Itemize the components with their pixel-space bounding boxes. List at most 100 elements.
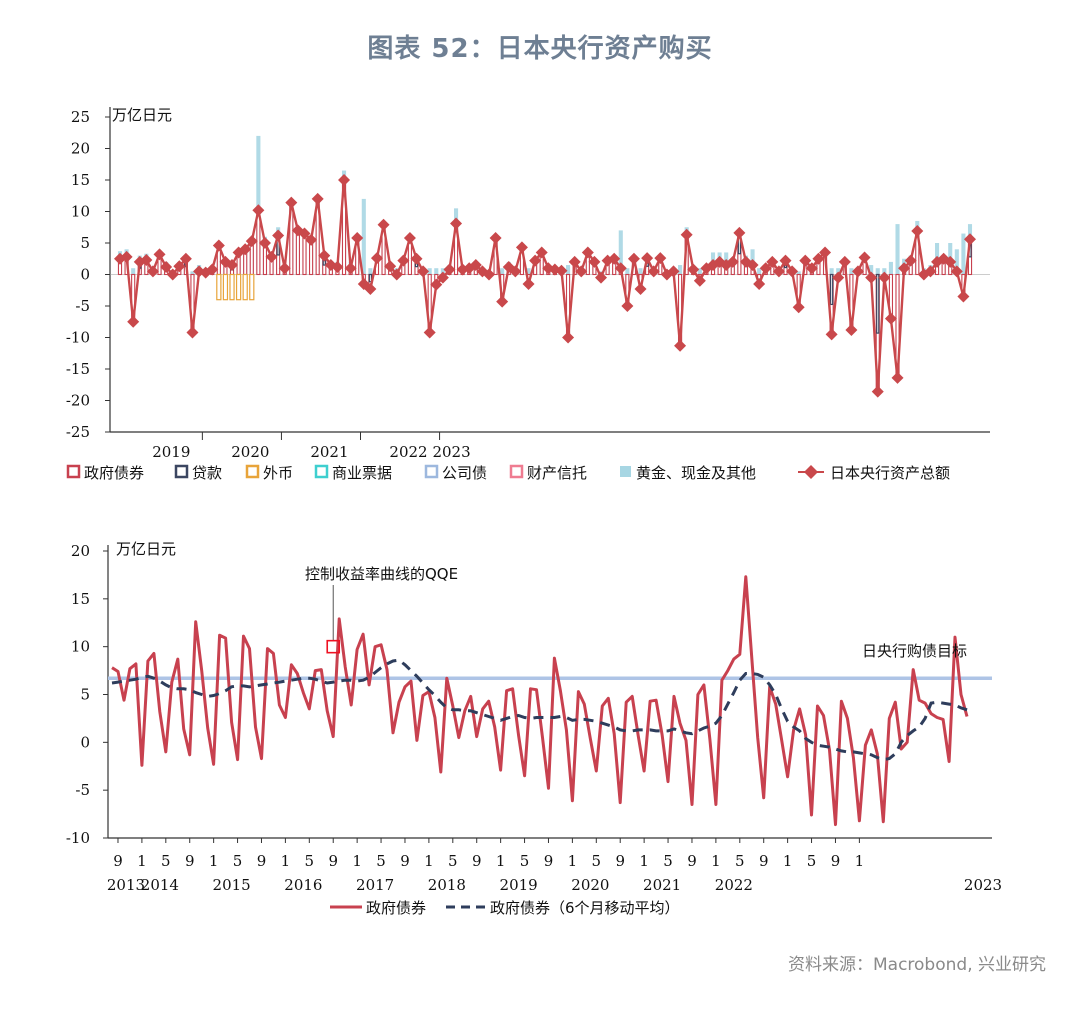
legend-label: 公司债 [442,464,487,482]
chart1-bar-other [882,268,887,275]
legend-swatch [620,466,631,477]
chart1-total-marker [621,300,634,312]
chart1-year-label: 2020 [231,443,269,461]
chart1-bar-loan [368,273,373,283]
chart1-total-marker [581,246,594,259]
chart1-total-marker [252,204,265,217]
chart1-y-tick-label: -25 [66,423,90,441]
chart1-total-marker [667,265,680,278]
chart2-month-label: 1 [352,852,362,870]
legend-label: 财产信托 [527,464,587,482]
chart2-month-label: 9 [687,852,697,870]
chart1-total-marker [799,254,812,267]
chart1-total-marker [377,218,390,231]
chart2-year-label: 2023 [964,876,1002,894]
chart1-total-marker [759,262,772,275]
chart2-year-label: 2021 [643,876,681,894]
chart1-y-tick-label: 15 [71,171,90,189]
chart1-total-marker [568,255,581,268]
chart1-total-marker [436,271,449,284]
chart1-total-marker [832,271,845,284]
chart1-bar-fx [222,273,229,301]
chart1-bar-other [368,268,373,275]
chart1-total-marker [509,265,522,278]
chart1-total-marker [166,268,179,281]
chart2-legend: 政府债券 政府债券（6个月移动平均） [330,899,680,917]
chart1-total-marker [614,262,627,275]
chart1-total-marker [489,231,502,244]
chart2-moving-average-line [111,658,974,762]
chart2-month-label: 9 [328,852,338,870]
chart2-gov-bond-line [111,575,969,827]
chart1-total-marker [206,263,219,276]
chart1-total-marker [805,262,818,275]
chart1-total-marker [258,237,271,249]
chart1-total-marker [370,252,383,265]
chart2-month-label: 5 [520,852,530,870]
chart1-total-marker [845,323,858,336]
chart1-total-marker [318,249,331,262]
chart1-bar-other [131,268,136,275]
chart1-total-marker [753,277,766,290]
chart1-total-marker [351,231,364,244]
chart1-total-marker [239,243,252,256]
chart1-total-marker [627,252,640,265]
chart2-lines [108,575,992,827]
chart1-total-marker [542,262,555,275]
chart2-month-label: 5 [161,852,171,870]
chart1-total-marker [199,266,212,279]
chart1-total-marker [338,174,351,186]
chart1-total-marker [496,295,509,308]
legend-swatch [66,464,81,479]
chart2-year-label: 2013 [107,876,145,894]
chart1-total-marker [693,274,706,287]
chart1-total-marker [535,246,548,259]
chart1-y-tick-label: -10 [66,329,90,347]
chart1-year-label: 2019 [152,443,190,461]
chart1-total-marker [838,255,851,268]
qqe-annotation: 控制收益率曲线的QQE [305,565,458,583]
chart1-total-marker [120,250,133,263]
chart2-month-label: 5 [592,852,602,870]
chart2-month-label: 1 [281,852,291,870]
chart2-year-label: 2019 [500,876,538,894]
legend-swatch [174,464,189,479]
chart1-bar-other [526,268,531,275]
chart1-bar-other [829,268,834,275]
chart2-month-label: 1 [855,852,865,870]
chart2-year-label: 2014 [141,876,179,894]
legend-label: 外币 [263,464,293,482]
chart1-total-path [119,179,972,392]
legend-label: 政府债券 [84,464,144,482]
legend-swatch [314,464,329,479]
chart1-bar-other [954,249,959,275]
chart1-total-marker [140,254,153,267]
chart1-total-marker [772,265,785,278]
chart1-bar-other [961,233,966,275]
chart1-y-tick-label: 0 [80,266,90,284]
chart1-bar-fx [249,273,255,301]
chart1-bar-other [434,268,439,275]
chart2-month-label: 9 [831,852,841,870]
chart1-total-marker [146,265,159,278]
chart1-year-label: 2022 [389,443,427,461]
chart1-bar-fx [235,273,242,301]
chart1-total-marker [430,278,443,291]
chart1-total-marker [726,255,739,268]
chart2-month-label: 5 [305,852,315,870]
chart1-total-marker [212,239,225,252]
chart1-bar-other [869,265,874,275]
chart2-month-label: 9 [544,852,554,870]
chart1-total-marker [647,265,660,278]
chart1-total-marker [160,260,173,273]
chart1-total-marker [384,260,397,273]
chart2-month-label: 9 [185,852,195,870]
chart1-total-marker [522,277,535,290]
chart1-unit-label: 万亿日元 [112,106,172,124]
chart2-y-tick-label: 5 [80,686,90,704]
chart1-total-marker [226,259,239,272]
legend-swatch [424,464,439,479]
chart1-total-marker [680,228,693,241]
chart2-unit-label: 万亿日元 [116,540,176,558]
